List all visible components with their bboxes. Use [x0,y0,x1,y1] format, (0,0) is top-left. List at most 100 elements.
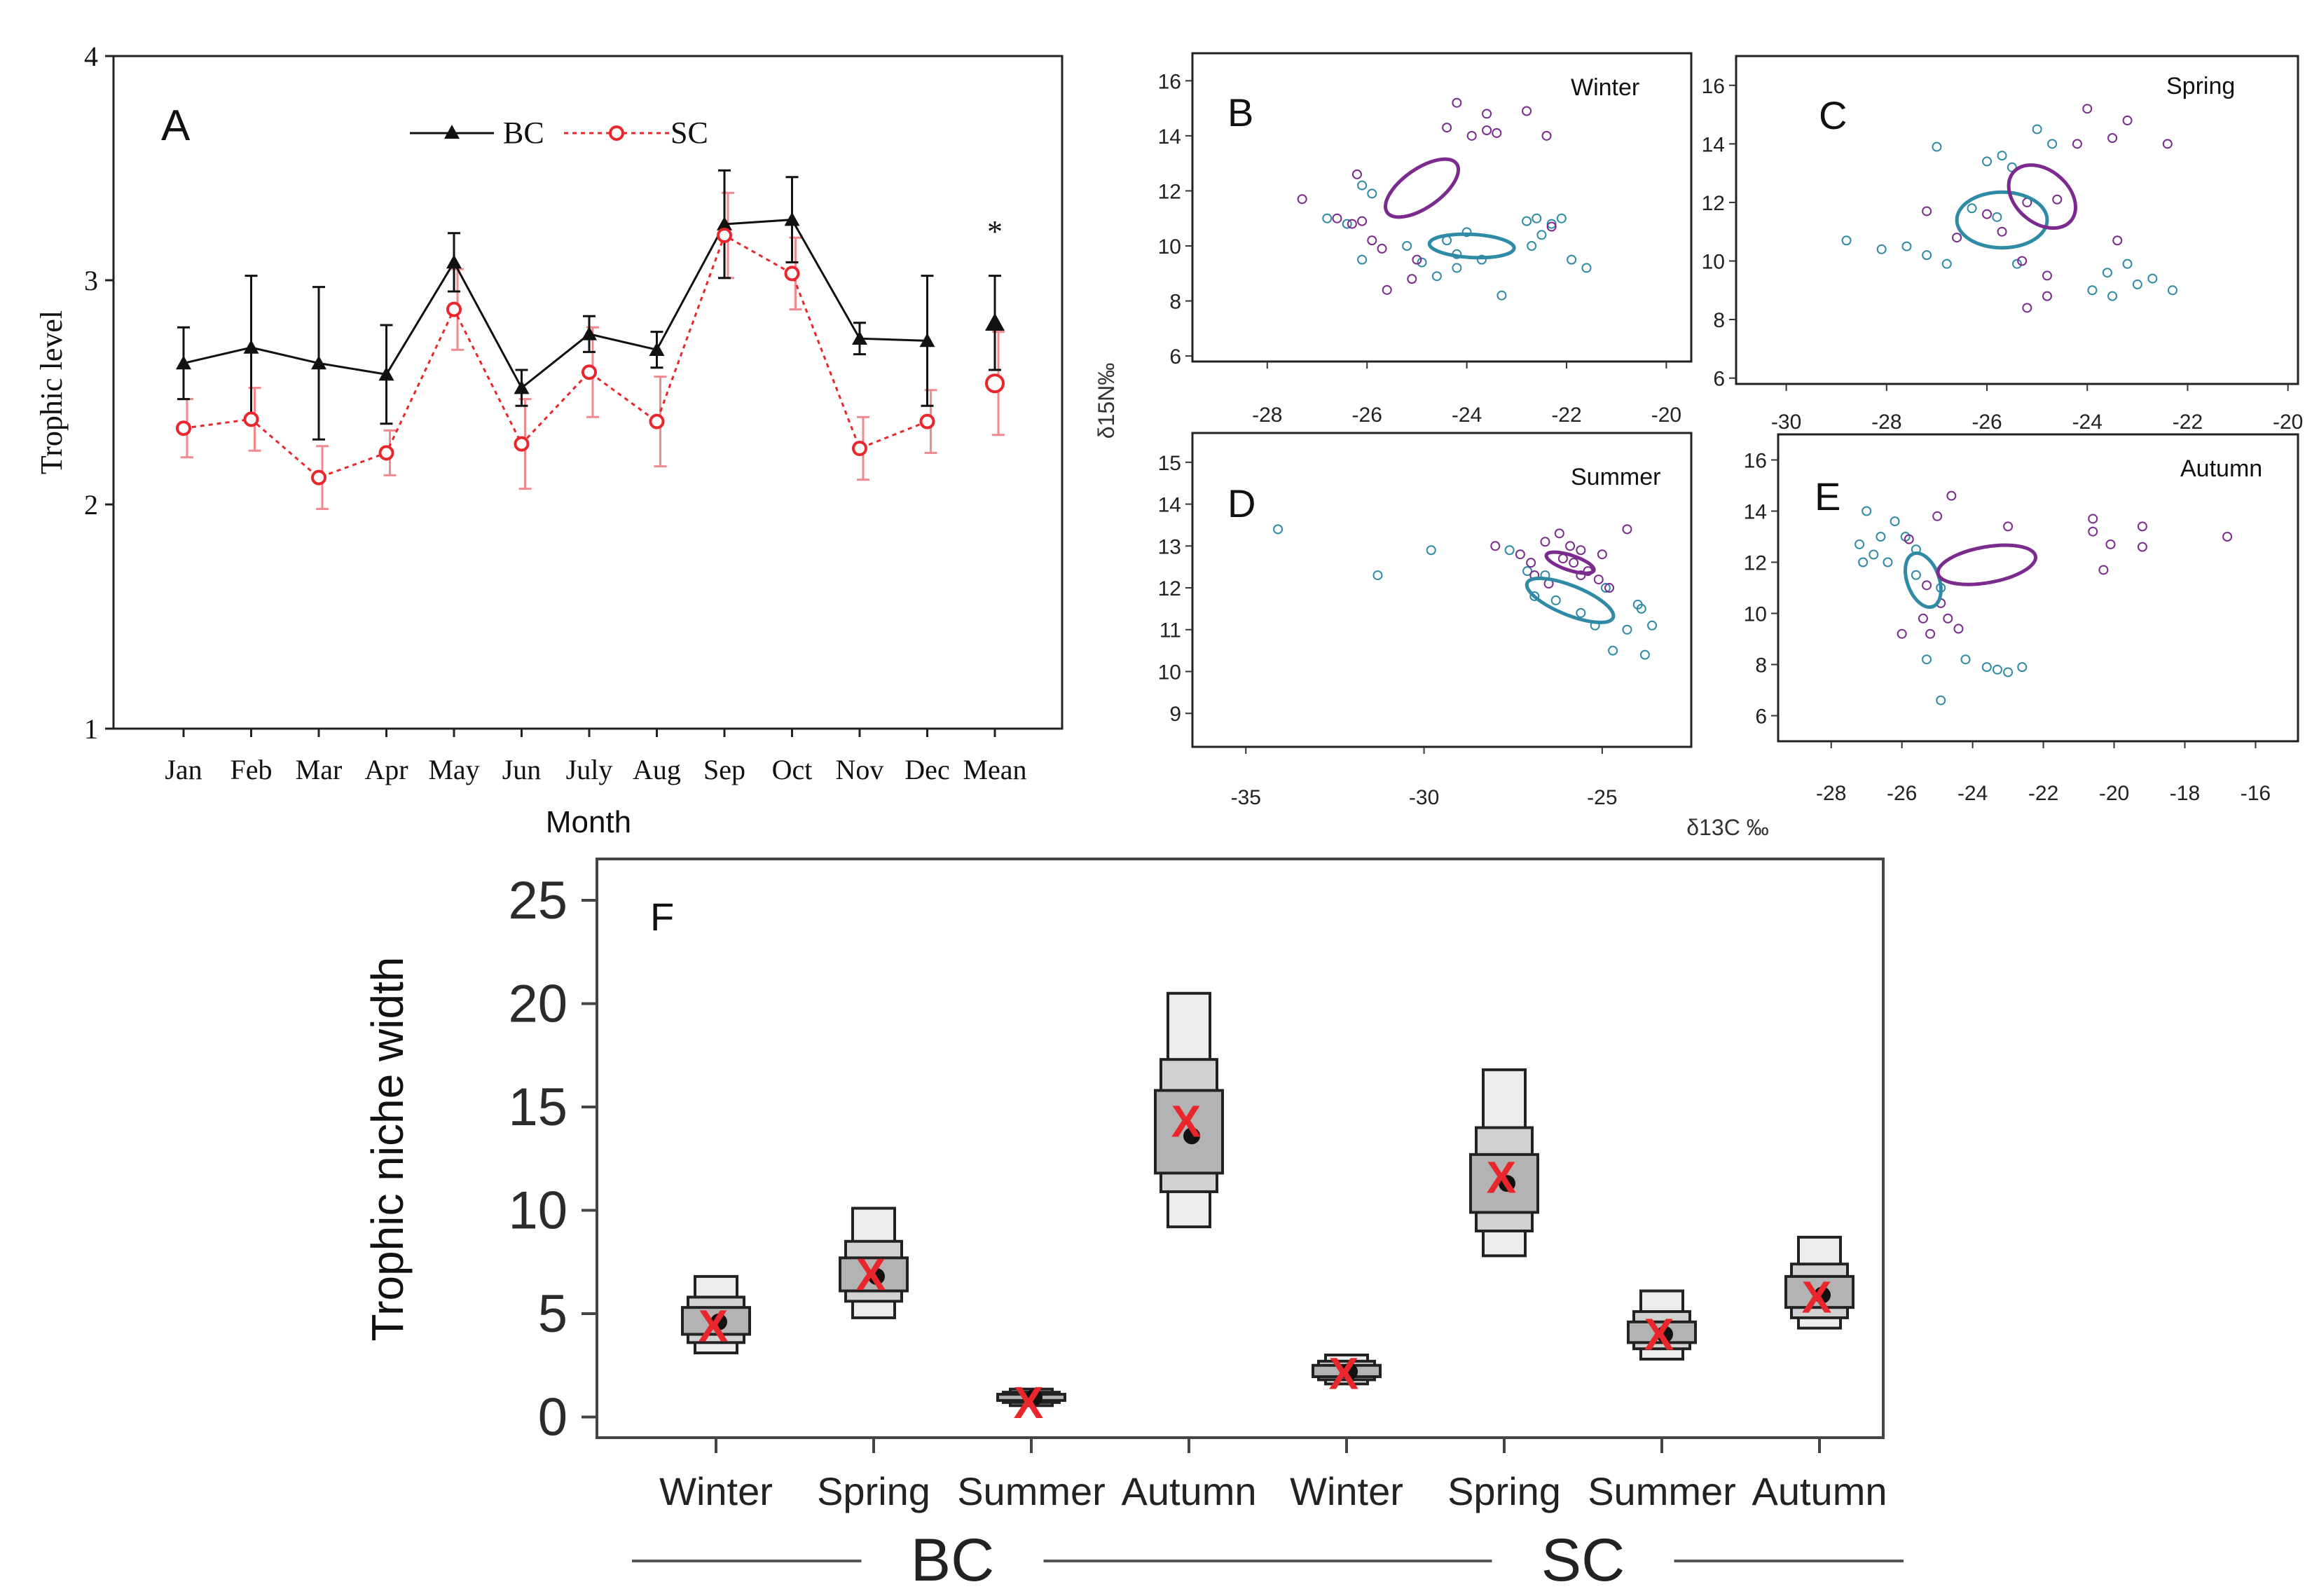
sc-point [311,469,326,486]
legend-sc-label: SC [670,116,708,150]
bc-isotope-point [1342,219,1352,229]
x-tick-label: -22 [2173,411,2203,434]
panel-a-x-tick-label: Feb [230,754,273,785]
panel-b-frame [1191,52,1693,363]
y-tick-label: 14 [1158,494,1181,517]
sc-point [378,445,394,461]
sc-isotope-point [1482,109,1492,119]
sc-isotope-point [1576,570,1586,581]
sc-isotope-point [2098,565,2109,575]
bc-isotope-point [2003,667,2014,677]
bc-point [243,340,259,354]
bc-isotope-point [1639,649,1650,660]
sc-isotope-point [1922,580,1932,591]
panel-d-season-title: Summer [1571,464,1660,490]
bc-isotope-point [1367,188,1377,199]
panel-a-significance-asterisk: * [987,214,1003,249]
niche-mode-point [1026,1389,1043,1406]
y-tick-label: 8 [1713,309,1725,332]
panel-a-x-tick-label: Jan [165,754,202,785]
panel-a-x-tick-label: Nov [836,754,884,785]
niche-mode-point [1183,1127,1200,1145]
bc-isotope-point [1967,203,1977,214]
bc-point [446,254,462,269]
sc-isotope-point [2042,291,2052,301]
y-tick-label: 14 [1744,501,1767,524]
panel-d-label: D [1227,481,1255,525]
panel-f-x-tick-label: Autumn [1752,1469,1887,1513]
sc-isotope-point [1576,545,1586,556]
bc-point [852,331,867,345]
bc-isotope-point [1431,271,1442,282]
panel-b-label: B [1227,90,1253,135]
x-tick-label: -24 [1452,404,1482,427]
sc-isotope-point [1297,194,1307,205]
bc-isotope-point [1461,227,1472,238]
niche-mode-point [1656,1326,1673,1343]
niche-mode-point [1341,1363,1358,1380]
panel-f-y-tick-label: 10 [508,1181,567,1241]
bc-isotope-point [1476,254,1487,265]
niche-mode-point [1499,1175,1515,1192]
bc-isotope-point [1522,216,1532,226]
bc-point [378,366,394,381]
sc-isotope-ellipse [1383,157,1461,219]
bc-isotope-point [1452,263,1462,273]
sc-isotope-point [1604,583,1615,593]
panel-e-season-title: Autumn [2180,455,2262,482]
panel-e-label: E [1815,474,1840,518]
niche-estimate-x-mark: X [1487,1152,1517,1202]
sc-isotope-point [1925,628,1936,639]
bc-isotope-point [1357,180,1368,191]
sc-point [649,413,665,429]
y-tick-label: 10 [1158,661,1181,684]
y-tick-label: 12 [1158,577,1181,600]
y-tick-label: 16 [1158,70,1181,93]
panel-c-label: C [1819,93,1847,137]
bc-isotope-point [1941,259,1952,269]
bc-isotope-ellipse [1955,190,2049,250]
sc-point [176,420,191,436]
panel-a-axes: 1 2 3 4 Jan Feb Mar Apr May Jun July Aug Sep Oct Nov De… [84,41,1027,785]
sc-isotope-point [1554,528,1564,539]
bc-isotope-point [1992,212,2002,222]
x-tick-label: -28 [1252,404,1282,427]
sc-isotope-point [1982,209,1993,219]
panel-a-trophic-level-chart: A 1 2 3 4 Jan Feb Mar Apr May Jun July Aug Sep Oct Nov… [34,41,1064,839]
bc-isotope-point [2047,139,2058,149]
panel-c-plot-area: 6 8 10 12 14 16 -30 -28 -26 -24 -22 -20 [1702,75,2304,434]
panel-d-frame [1191,432,1693,748]
sc-point [243,411,259,427]
sc-isotope-point [2088,526,2098,537]
bc-isotope-point [2122,259,2133,269]
sc-isotope-point [2003,521,2014,532]
panel-f-x-tick-label: Autumn [1122,1469,1257,1513]
bc-isotope-point [1581,263,1592,273]
sc-isotope-point [1332,213,1342,223]
y-tick-label: 9 [1169,703,1181,726]
bc-isotope-point [1576,607,1586,618]
bc-point [919,333,935,348]
sc-isotope-point [1540,537,1550,547]
sc-isotope-point [2042,270,2052,281]
sc-isotope-point [1382,284,1392,295]
bc-isotope-point [1532,213,1542,223]
bc-point [514,380,530,394]
x-tick-label: -25 [1587,786,1617,809]
bc-isotope-point [1883,557,1893,567]
x-tick-label: -24 [1957,782,1988,805]
y-tick-label: 15 [1158,452,1181,475]
niche-estimate-x-mark: X [1014,1377,1044,1428]
sc-point [852,441,867,456]
bc-isotope-point [2167,285,2177,296]
sc-point [514,436,530,452]
bc-point [582,326,597,340]
sc-isotope-ellipse [1936,543,2038,586]
bc-point [784,212,800,226]
x-tick-label: -26 [1887,782,1917,805]
sc-isotope-point [1946,490,1957,501]
niche-estimate-x-mark: X [1802,1272,1832,1322]
bc-isotope-point [1322,213,1333,223]
bc-isotope-point [2102,268,2112,278]
